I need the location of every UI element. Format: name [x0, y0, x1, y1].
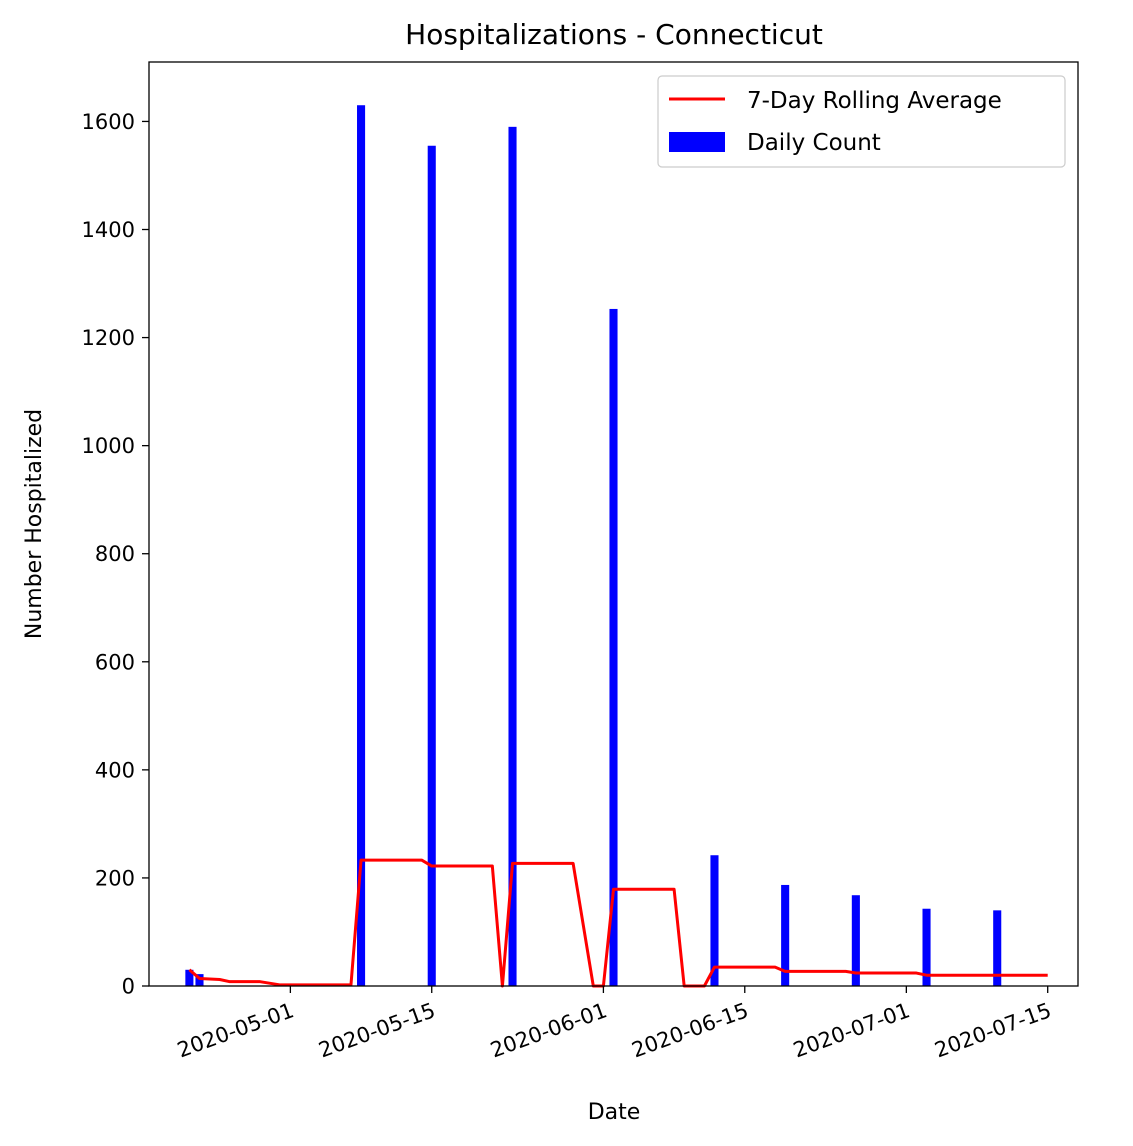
daily-count-bar	[508, 126, 517, 987]
y-tick-label: 1400	[82, 218, 135, 242]
y-tick-label: 600	[95, 650, 135, 674]
daily-count-bar	[851, 895, 860, 986]
daily-count-bar	[781, 884, 790, 986]
y-axis: 0 200 400 600 800 1000 1200 1400 1600	[82, 110, 149, 999]
line-layer	[188, 858, 1048, 988]
legend-frame	[657, 75, 1066, 168]
daily-count-bar	[710, 855, 719, 986]
daily-count-bar	[185, 969, 194, 986]
y-axis-title: Number Hospitalized	[22, 409, 47, 639]
legend-label-rolling-average: 7-Day Rolling Average	[747, 88, 1002, 114]
legend: 7-Day Rolling Average Daily Count	[657, 75, 1066, 168]
y-tick-label: 200	[95, 866, 135, 890]
y-tick-label: 0	[122, 975, 135, 999]
legend-swatch-daily-count	[669, 132, 725, 152]
plot-frame	[148, 61, 1079, 987]
y-tick-label: 400	[95, 758, 135, 782]
bars-layer	[185, 105, 1002, 987]
rolling-average-line	[188, 858, 1048, 988]
daily-count-bar	[609, 308, 618, 986]
daily-count-bar	[427, 145, 436, 986]
x-axis-title: Date	[588, 1100, 641, 1125]
legend-label-daily-count: Daily Count	[747, 130, 881, 156]
daily-count-bar	[357, 105, 366, 987]
daily-count-bar	[195, 974, 204, 986]
y-tick-label: 1600	[82, 110, 135, 134]
daily-count-bar	[993, 910, 1002, 986]
y-tick-label: 800	[95, 542, 135, 566]
chart-title: Hospitalizations - Connecticut	[405, 18, 823, 51]
daily-count-bar	[922, 908, 931, 986]
y-tick-label: 1000	[82, 434, 135, 458]
y-tick-label: 1200	[82, 326, 135, 350]
